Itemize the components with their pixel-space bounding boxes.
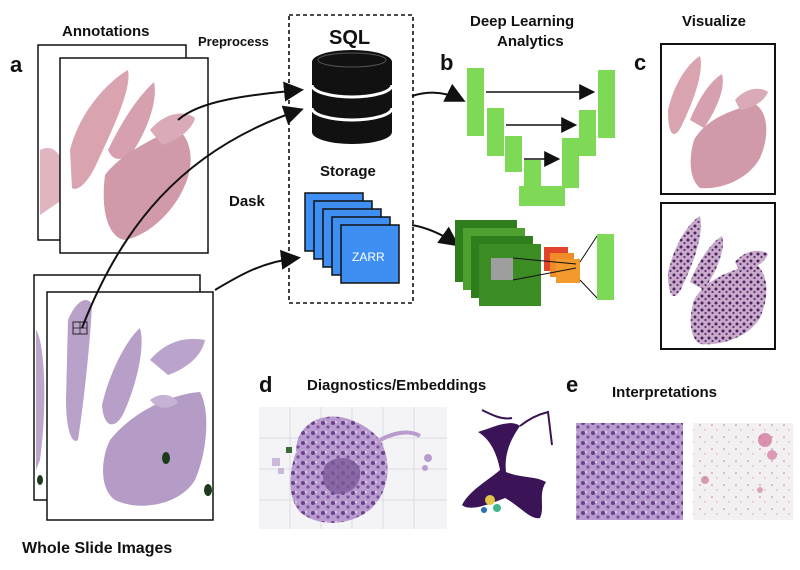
wsi-to-zarr-arrow	[214, 249, 301, 291]
wsi-tissue-5	[150, 394, 178, 408]
unet-diagram	[467, 68, 615, 206]
database-icon	[310, 50, 394, 144]
storage-box	[288, 14, 414, 304]
embedding-strand-2	[481, 409, 513, 420]
annotation-tissue-2	[108, 82, 155, 160]
wsi-tissue-back	[36, 330, 45, 470]
panel-label-a: a	[10, 52, 23, 77]
embedding-cluster	[462, 423, 546, 519]
panel-label-d: d	[259, 372, 272, 397]
zarr-label: ZARR	[352, 250, 385, 264]
preprocess-label: Preprocess	[198, 34, 269, 49]
visualize-label: Visualize	[682, 13, 746, 30]
visualize-prediction-panel	[660, 202, 776, 350]
interpretations-label: Interpretations	[612, 384, 717, 401]
patch-to-sql-arrow	[81, 105, 304, 329]
unet-decoder-block-1	[562, 138, 579, 188]
interpretation-attribution-map	[693, 423, 793, 520]
annotation-tissue-1	[70, 70, 129, 189]
panel-label-c: c	[634, 50, 646, 75]
diagnostics-tissue-dot-1	[424, 454, 432, 462]
panel-label-e: e	[566, 372, 578, 397]
diagnostics-label: Diagnostics/Embeddings	[307, 377, 486, 394]
sql-to-unet-arrow	[411, 83, 466, 102]
diagnostics-region	[322, 458, 361, 495]
wsi-marker-3	[37, 475, 43, 485]
sql-label: SQL	[329, 27, 370, 49]
cnn-kernel	[491, 258, 513, 280]
annotation-tissue-back	[40, 148, 65, 215]
cnn-dense-layer	[597, 234, 614, 300]
unet-bottleneck	[519, 186, 565, 206]
whole-slide-images	[33, 274, 214, 521]
annotation-slides	[37, 44, 209, 254]
whole-slide-images-label: Whole Slide Images	[22, 540, 172, 557]
embedding-strand	[519, 410, 553, 446]
wsi-marker-2	[204, 484, 212, 496]
diagnostics-tissue-strand	[379, 430, 422, 442]
zarr-stack: ZARR	[304, 192, 400, 284]
cnn-projection-2	[512, 267, 577, 281]
patch-grid-icon	[72, 321, 88, 335]
cnn-projection-4	[579, 279, 598, 299]
diagnostics-fragment-2	[278, 468, 284, 474]
diagnostics-marker	[286, 447, 292, 453]
unet-encoder-block-3	[505, 136, 522, 172]
panel-label-b: b	[440, 50, 453, 75]
zarr-to-cnn-arrow	[411, 224, 460, 247]
wsi-tissue-3	[150, 338, 205, 375]
embedding-point-blue	[481, 507, 487, 513]
unet-encoder-block-4	[524, 160, 541, 188]
annotation-tissue-4	[150, 113, 195, 145]
cnn-projection-1	[512, 257, 577, 265]
embedding-point-green	[493, 504, 501, 512]
diagnostics-tissue-dot-2	[422, 465, 428, 471]
interpretation-histology-patch	[576, 423, 683, 520]
embedding-plot	[462, 409, 553, 519]
cnn-projection-3	[579, 235, 598, 263]
zarr-chunk-5	[340, 224, 400, 284]
unet-decoder-block-3	[598, 70, 615, 138]
deep-learning-label-2: Analytics	[497, 33, 564, 50]
wsi-tissue-1	[66, 300, 92, 441]
annotations-label: Annotations	[62, 23, 150, 40]
storage-label: Storage	[320, 163, 376, 180]
cnn-diagram	[455, 220, 614, 306]
visualize-annotation-panel	[660, 43, 776, 195]
unet-encoder-block-1	[467, 68, 484, 136]
embedding-point-yellow	[485, 495, 495, 505]
dask-label: Dask	[229, 193, 266, 210]
diagnostics-fragment-1	[272, 458, 280, 466]
wsi-tissue-2	[102, 328, 142, 425]
unet-encoder-block-2	[487, 108, 504, 156]
deep-learning-label-1: Deep Learning	[470, 13, 574, 30]
annotation-tissue-3	[103, 128, 191, 240]
unet-decoder-block-2	[579, 110, 596, 156]
wsi-marker-1	[162, 452, 170, 464]
diagnostics-slide-view	[259, 407, 447, 529]
wsi-tissue-4	[103, 392, 207, 506]
annotations-to-sql-arrow	[177, 81, 304, 121]
